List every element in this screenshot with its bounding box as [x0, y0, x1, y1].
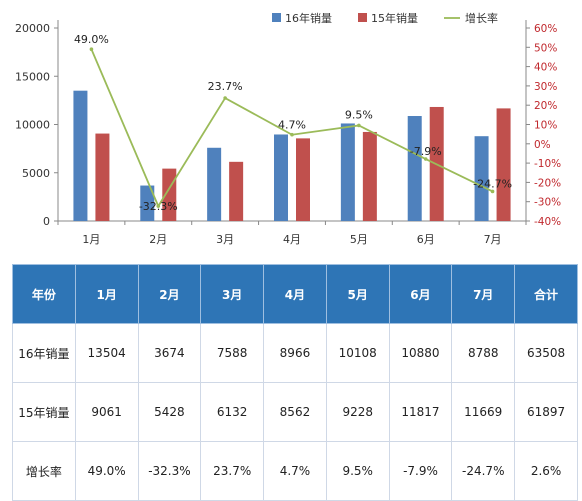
bar-series2	[362, 131, 377, 221]
legend-label: 增长率	[465, 11, 498, 25]
table-cell: 11817	[388, 382, 453, 442]
sales-table: 年份 1月 2月 3月 4月 5月 6月 7月 合计 16年销量 13504 3…	[12, 264, 578, 501]
table-cell: 9228	[325, 382, 390, 442]
left-tick-label: 10000	[15, 119, 50, 132]
header-year: 年份	[12, 264, 76, 324]
bar-series2	[496, 108, 511, 221]
x-tick-label: 1月	[82, 233, 100, 246]
growth-rate-point	[357, 123, 361, 128]
table-cell: 23.7%	[200, 441, 265, 501]
right-tick-label: 40%	[534, 62, 557, 74]
x-tick-label: 5月	[350, 233, 368, 246]
legend-label: 15年销量	[371, 11, 418, 25]
table-cell: 4.7%	[263, 441, 327, 501]
right-tick-label: 10%	[534, 120, 557, 132]
growth-rate-point	[223, 96, 227, 100]
table-cell: 8966	[263, 323, 327, 383]
table-row: 16年销量 13504 3674 7588 8966 10108 10880 8…	[12, 323, 578, 383]
right-tick-label: -20%	[534, 177, 561, 189]
legend-label: 16年销量	[285, 11, 332, 25]
growth-rate-label: 9.5%	[345, 108, 373, 121]
growth-rate-label: 49.0%	[74, 33, 109, 46]
x-tick-label: 4月	[283, 233, 301, 246]
left-tick-label: 5000	[22, 167, 50, 180]
legend-swatch	[358, 13, 367, 22]
table-row: 增长率 49.0% -32.3% 23.7% 4.7% 9.5% -7.9% -…	[12, 441, 578, 501]
left-tick-label: 20000	[15, 22, 50, 35]
x-tick-label: 3月	[216, 233, 234, 246]
growth-rate-point	[290, 132, 294, 137]
table-cell: 5428	[137, 382, 202, 442]
table-cell: 49.0%	[74, 441, 139, 501]
header-may: 5月	[325, 264, 390, 324]
table-cell: 13504	[74, 323, 139, 383]
table-cell: 2.6%	[514, 441, 578, 501]
bar-series2	[229, 161, 244, 221]
table-cell: 8562	[263, 382, 327, 442]
row-label: 增长率	[12, 441, 76, 501]
header-total: 合计	[514, 264, 578, 324]
bar-series1	[340, 123, 355, 221]
header-apr: 4月	[263, 264, 327, 324]
table-row: 15年销量 9061 5428 6132 8562 9228 11817 116…	[12, 382, 578, 442]
bar-series2	[296, 138, 310, 221]
left-tick-label: 15000	[15, 70, 50, 83]
growth-rate-point	[156, 204, 161, 208]
table-cell: 10880	[388, 323, 453, 383]
bar-series1	[73, 90, 88, 221]
right-tick-label: -10%	[534, 158, 561, 170]
table-cell: 9.5%	[325, 441, 390, 501]
legend-swatch	[272, 13, 281, 22]
left-tick-label: 0	[43, 215, 50, 228]
row-label: 15年销量	[12, 382, 76, 442]
bar-series1	[140, 185, 155, 221]
table-cell: 61897	[514, 382, 578, 442]
right-tick-label: -30%	[534, 197, 561, 209]
bar-series1	[274, 134, 288, 221]
table-cell: 3674	[137, 323, 202, 383]
header-mar: 3月	[200, 264, 265, 324]
header-jul: 7月	[451, 264, 516, 324]
right-tick-label: 0%	[534, 139, 551, 151]
bar-series1	[474, 136, 489, 221]
sales-chart: 0 5000 10000 15000 20000 -40% -30% -20% -10% 0% 10…	[15, 11, 561, 246]
bar-series1	[407, 116, 422, 221]
table-cell: 11669	[451, 382, 516, 442]
table-cell: -7.9%	[388, 441, 453, 501]
right-tick-label: 20%	[534, 100, 557, 112]
table-cell: 6132	[200, 382, 265, 442]
table-header-row: 年份 1月 2月 3月 4月 5月 6月 7月 合计	[12, 264, 578, 324]
row-label: 16年销量	[12, 323, 76, 383]
bar-series2	[95, 133, 110, 221]
header-jan: 1月	[74, 264, 139, 324]
x-tick-label: 7月	[484, 233, 502, 246]
growth-rate-label: -32.3%	[139, 200, 178, 213]
growth-rate-label: -24.7%	[473, 177, 512, 190]
right-tick-label: -40%	[534, 216, 561, 228]
growth-rate-label: -7.9%	[410, 145, 442, 158]
right-tick-label: 60%	[534, 23, 557, 35]
growth-rate-point	[490, 189, 495, 194]
x-tick-label: 2月	[149, 233, 167, 246]
growth-rate-point	[89, 47, 94, 52]
table-cell: 10108	[325, 323, 390, 383]
header-jun: 6月	[388, 264, 453, 324]
growth-rate-point	[423, 157, 428, 161]
x-tick-label: 6月	[417, 233, 435, 246]
table-cell: 63508	[514, 323, 578, 383]
bar-series1	[207, 147, 222, 221]
right-tick-label: 30%	[534, 81, 557, 93]
header-feb: 2月	[137, 264, 202, 324]
table-cell: 9061	[74, 382, 139, 442]
table-cell: 8788	[451, 323, 516, 383]
right-tick-label: 50%	[534, 42, 557, 54]
table-cell: 7588	[200, 323, 265, 383]
growth-rate-label: 4.7%	[278, 119, 306, 132]
growth-rate-label: 23.7%	[208, 80, 243, 93]
table-cell: -32.3%	[137, 441, 202, 501]
table-cell: -24.7%	[451, 441, 516, 501]
